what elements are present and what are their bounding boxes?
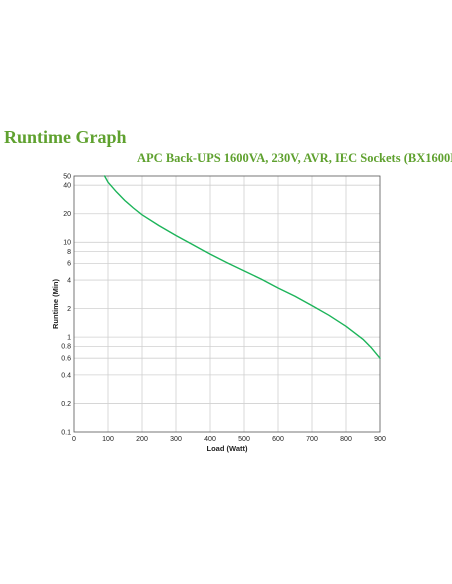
x-tick-label: 600	[272, 436, 284, 443]
x-tick-label: 500	[238, 436, 250, 443]
x-axis-label: Load (Watt)	[207, 444, 248, 453]
y-tick-label: 2	[67, 306, 71, 313]
y-tick-label: 0.4	[61, 372, 71, 379]
y-tick-label: 0.1	[61, 429, 71, 436]
x-tick-label: 700	[306, 436, 318, 443]
y-tick-label: 0.8	[61, 344, 71, 351]
y-tick-label: 40	[63, 183, 71, 190]
grid-lines	[74, 176, 380, 432]
y-tick-label: 4	[67, 277, 71, 284]
x-tick-label: 900	[374, 436, 386, 443]
y-tick-label: 6	[67, 261, 71, 268]
x-tick-label: 300	[170, 436, 182, 443]
y-axis-label: Runtime (Min)	[51, 279, 60, 329]
tick-labels: 0 100 200 300 400 500 600 700 800 900 0.1 0.2 0.4 0.6…	[61, 173, 386, 443]
x-tick-label: 100	[102, 436, 114, 443]
x-tick-label: 200	[136, 436, 148, 443]
page-title: Runtime Graph	[4, 127, 127, 147]
series-layer	[103, 175, 381, 359]
runtime-series-line	[103, 175, 381, 359]
y-tick-label: 50	[63, 173, 71, 180]
y-tick-label: 0.6	[61, 356, 71, 363]
x-tick-label: 800	[340, 436, 352, 443]
y-tick-label: 10	[63, 240, 71, 247]
x-tick-label: 400	[204, 436, 216, 443]
chart-title: APC Back-UPS 1600VA, 230V, AVR, IEC Sock…	[137, 151, 452, 165]
plot-frame	[73, 175, 381, 433]
y-tick-label: 20	[63, 211, 71, 218]
y-tick-label: 1	[67, 335, 71, 342]
y-tick-label: 0.2	[61, 401, 71, 408]
y-tick-label: 8	[67, 249, 71, 256]
x-tick-label: 0	[72, 436, 76, 443]
